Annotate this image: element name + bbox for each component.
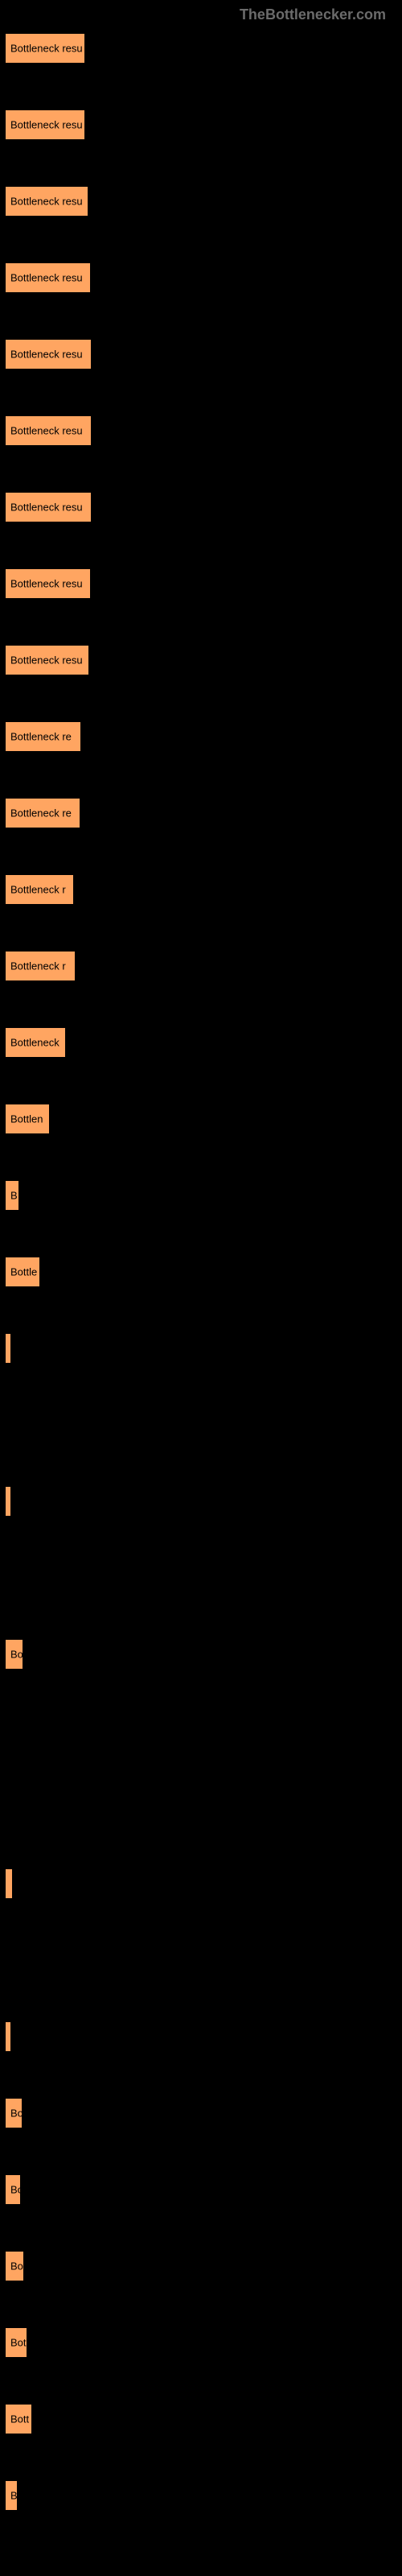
bar-label: Bottleneck — [10, 1037, 59, 1049]
bar-label: Bottleneck resu — [10, 425, 83, 437]
bar-row: Bott — [4, 2403, 33, 2435]
bar-label: Bott — [10, 2413, 29, 2425]
bar-row: Bottle — [4, 1256, 41, 1288]
bar-row: Bottleneck resu — [4, 185, 89, 217]
chart-bar: Bottleneck resu — [4, 491, 92, 523]
chart-bar — [4, 2021, 12, 2053]
bar-row: Bottleneck resu — [4, 32, 86, 64]
bar-row: Bottleneck resu — [4, 262, 92, 294]
bar-label: Bottleneck resu — [10, 43, 83, 55]
chart-bar — [4, 1485, 12, 1517]
bar-label: B — [10, 2490, 18, 2502]
bar-row — [4, 1485, 12, 1517]
bar-label: Bottlen — [10, 1113, 43, 1125]
bar-row — [4, 1868, 14, 1900]
chart-bar: Bottlen — [4, 1103, 51, 1135]
bar-row — [4, 1332, 12, 1364]
bar-row: Bottlen — [4, 1103, 51, 1135]
bar-label: Bottleneck r — [10, 960, 66, 972]
chart-bar — [4, 1332, 12, 1364]
chart-bar: Bottleneck re — [4, 797, 81, 829]
chart-bar: Bottleneck resu — [4, 109, 86, 141]
bar-row: B — [4, 1179, 20, 1212]
bar-label: Bot — [10, 2337, 27, 2349]
chart-bar: Bottleneck resu — [4, 185, 89, 217]
bar-row: Bottleneck re — [4, 797, 81, 829]
bar-row: Bottleneck — [4, 1026, 67, 1059]
bar-label: Bottleneck resu — [10, 578, 83, 590]
chart-bar: Bottleneck r — [4, 950, 76, 982]
bar-label: Bo — [10, 2184, 22, 2196]
bar-row: Bottleneck r — [4, 950, 76, 982]
bar-label: Bottleneck resu — [10, 654, 83, 667]
bar-row: Bottleneck resu — [4, 109, 86, 141]
chart-bar: Bo — [4, 2174, 22, 2206]
bar-label: Bottleneck r — [10, 884, 66, 896]
chart-bar: Bottleneck re — [4, 720, 82, 753]
chart-bar: Bottle — [4, 1256, 41, 1288]
bar-row: Bottleneck re — [4, 720, 82, 753]
chart-bar — [4, 1868, 14, 1900]
bar-label: Bottleneck resu — [10, 272, 83, 284]
bar-label: Bottleneck resu — [10, 196, 83, 208]
bar-label: Bottleneck re — [10, 807, 72, 819]
bar-label: Bottleneck resu — [10, 119, 83, 131]
bar-label: Bottle — [10, 1266, 37, 1278]
chart-bar: Bo — [4, 2250, 25, 2282]
bar-label: Bottleneck resu — [10, 502, 83, 514]
chart-bar: B — [4, 2479, 18, 2512]
chart-bar: Bottleneck resu — [4, 644, 90, 676]
bar-label: Bo — [10, 2107, 23, 2120]
bar-row: Bot — [4, 2326, 28, 2359]
bar-row: B — [4, 2479, 18, 2512]
chart-bar: Bottleneck resu — [4, 32, 86, 64]
chart-bar: Bottleneck — [4, 1026, 67, 1059]
chart-bar: Bottleneck r — [4, 873, 75, 906]
bar-label: Bo — [10, 2260, 23, 2273]
bar-row: Bo — [4, 1638, 24, 1670]
chart-bar: Bo — [4, 1638, 24, 1670]
chart-bar: Bot — [4, 2326, 28, 2359]
chart-bar: Bottleneck resu — [4, 568, 92, 600]
chart-bar: Bottleneck resu — [4, 338, 92, 370]
bar-row: Bottleneck resu — [4, 491, 92, 523]
bar-row: Bottleneck resu — [4, 568, 92, 600]
bar-row: Bottleneck resu — [4, 644, 90, 676]
chart-bar: Bott — [4, 2403, 33, 2435]
watermark-text: TheBottlenecker.com — [240, 6, 386, 23]
bar-label: Bo — [10, 1649, 23, 1661]
bar-row — [4, 2021, 12, 2053]
chart-bar: Bottleneck resu — [4, 415, 92, 447]
bar-row: Bottleneck resu — [4, 415, 92, 447]
bar-label: Bottleneck resu — [10, 349, 83, 361]
bar-row: Bottleneck r — [4, 873, 75, 906]
bar-label: B — [10, 1190, 18, 1202]
chart-bar: B — [4, 1179, 20, 1212]
chart-bar: Bottleneck resu — [4, 262, 92, 294]
bar-row: Bo — [4, 2174, 22, 2206]
bar-label: Bottleneck re — [10, 731, 72, 743]
bar-row: Bo — [4, 2097, 23, 2129]
chart-bar: Bo — [4, 2097, 23, 2129]
bar-row: Bo — [4, 2250, 25, 2282]
bar-row: Bottleneck resu — [4, 338, 92, 370]
